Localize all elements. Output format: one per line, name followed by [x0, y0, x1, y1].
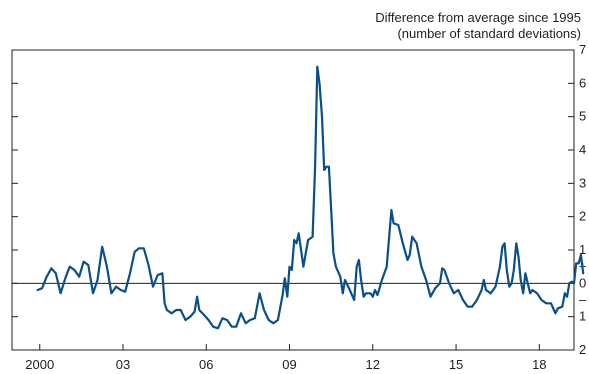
x-tick-label: 06 [199, 357, 213, 372]
y-tick-label: 4 [579, 142, 586, 157]
y-tick-label: 2 [579, 209, 586, 224]
x-tick-label: 15 [449, 357, 463, 372]
plot-frame [11, 49, 575, 351]
y-tick-label: 3 [579, 175, 586, 190]
y-tick-label: 1 [579, 309, 586, 324]
y-axis-label-line-1: Difference from average since 1995 [375, 10, 581, 25]
x-tick-label: 12 [366, 357, 380, 372]
y-axis-label-line-2: (number of standard deviations) [397, 26, 581, 41]
y-tick-label: 1 [579, 242, 586, 257]
x-tick-label: 2000 [25, 357, 54, 372]
y-tick-label: 2 [579, 342, 586, 357]
series-line [36, 65, 585, 330]
x-tick-label: 18 [532, 357, 546, 372]
y-tick-label: 5 [579, 109, 586, 124]
x-tick-label: 09 [282, 357, 296, 372]
y-tick-label: – [579, 292, 587, 307]
y-tick-label: 7 [579, 42, 586, 57]
x-axis: 2000 03 06 09 12 15 18 [25, 344, 547, 372]
y-tick-label: 0 [579, 275, 586, 290]
x-tick-label: 03 [116, 357, 130, 372]
y-tick-label: 6 [579, 75, 586, 90]
